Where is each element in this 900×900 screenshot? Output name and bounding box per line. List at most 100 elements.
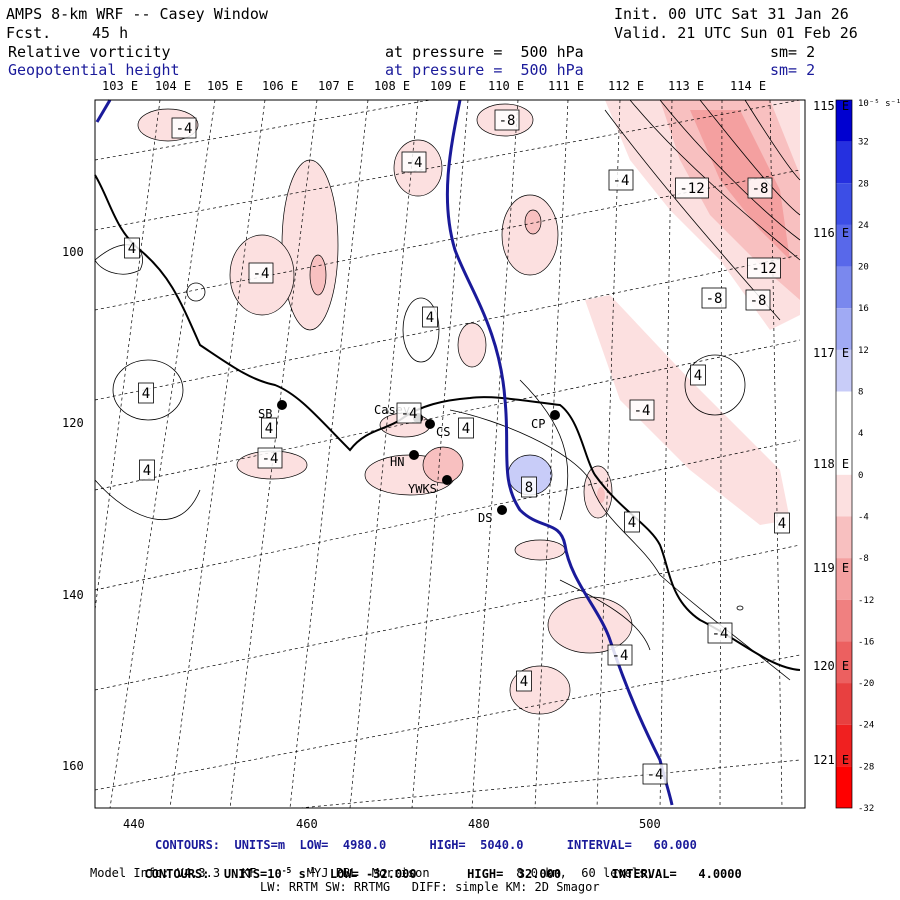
footer-contours2-a: CONTOURS: UNITS=10 xyxy=(144,867,282,881)
plot-frame xyxy=(94,99,806,809)
contour-labels: -4 -8 -4 -4 -12 -8 4 -4 -12 -8 -8 4 4 4 4 4 4 -4 4 -4 8 4 -4 -4… xyxy=(124,109,790,785)
contour-label-box xyxy=(690,364,706,386)
station-label-sb: SB xyxy=(258,407,272,421)
station-marker-ywks xyxy=(442,475,452,485)
colorbar-label: -16 xyxy=(858,637,874,647)
map-title: AMPS 8-km WRF -- Casey Window xyxy=(6,5,268,23)
colorbar-swatch xyxy=(836,308,852,350)
station-label-cs: CS xyxy=(436,425,450,439)
contour-label-box xyxy=(774,512,790,534)
x-tick-label: 440 xyxy=(123,817,145,831)
contour-label-box xyxy=(747,177,773,199)
contour-label: 8 xyxy=(525,480,533,496)
colorbar-label: 4 xyxy=(858,429,863,439)
contour-label-box xyxy=(248,262,274,284)
contour-label: 4 xyxy=(142,386,150,402)
colorbar-unit: 10⁻⁵ s⁻¹ xyxy=(858,99,900,109)
x-tick-label: 480 xyxy=(468,817,490,831)
colorbar-swatch xyxy=(836,183,852,225)
colorbar-swatch xyxy=(836,641,852,684)
station-marker-cp xyxy=(550,410,560,420)
colorbar-label: 0 xyxy=(858,471,863,481)
lon-label-right: 116 E xyxy=(813,226,849,240)
lon-label: 103 E xyxy=(102,79,138,93)
contour-label-box xyxy=(171,117,197,139)
colorbar-swatch xyxy=(836,724,852,767)
lon-label: 108 E xyxy=(374,79,410,93)
contour-label-box xyxy=(642,763,668,785)
contour-label-box xyxy=(608,169,634,191)
colorbar-label: 12 xyxy=(858,346,869,356)
contour-label: -4 xyxy=(612,648,629,664)
station-marker-hn xyxy=(409,450,419,460)
contour-label: 4 xyxy=(462,421,470,437)
lon-label: 110 E xyxy=(488,79,524,93)
contour-label-box xyxy=(458,417,474,439)
colorbar-label: -32 xyxy=(858,804,874,814)
contour-label: 4 xyxy=(520,674,528,690)
contour-label-box xyxy=(607,644,633,666)
contour-label-box xyxy=(521,476,537,498)
geopotential-contour-corner xyxy=(95,99,112,123)
colorbar: 32 28 24 20 16 12 8 4 0 -4 -8 -12 -16 -20 -24 -28 -32 xyxy=(835,99,874,814)
station-label-cp: CP xyxy=(531,417,545,431)
field2-name: Geopotential height xyxy=(8,61,180,79)
contour-label: -4 xyxy=(613,173,630,189)
lon-label: 105 E xyxy=(207,79,243,93)
footer-contours-vorticity: CONTOURS: UNITS=10-5 s-1 LOW= -32.000 HI… xyxy=(130,852,741,881)
field2-smoothing: sm= 2 xyxy=(770,61,816,79)
station-label-hn: HN xyxy=(390,455,404,469)
colorbar-swatch xyxy=(836,474,852,517)
contour-label-box xyxy=(745,289,771,311)
contour-label-box xyxy=(261,417,277,439)
colorbar-label: 8 xyxy=(858,388,863,398)
contour-label: -4 xyxy=(712,626,729,642)
contour-label-box xyxy=(257,447,283,469)
y-tick-label: 120 xyxy=(62,416,84,430)
footer-model-info: Model Info: V4.3.3 KF MYJ PBL Morrison 8… xyxy=(90,866,654,880)
contour-label-box xyxy=(629,399,655,421)
colorbar-swatch xyxy=(836,141,852,184)
forecast-label: Fcst. xyxy=(6,24,52,42)
colorbar-label: -4 xyxy=(858,512,869,522)
field1-name: Relative vorticity xyxy=(8,43,171,61)
contour-label: -8 xyxy=(752,181,769,197)
contour-label-box xyxy=(675,177,709,199)
stations: SB Casey CS CP HN YWKS DS xyxy=(258,400,560,525)
contour-label-box xyxy=(422,306,438,328)
contour-label: 4 xyxy=(265,421,273,437)
x-tick-label: 460 xyxy=(296,817,318,831)
colorbar-swatch xyxy=(836,683,852,725)
contour-label: 4 xyxy=(426,310,434,326)
footer-exp1: -5 xyxy=(281,866,292,875)
lat-lon-grid xyxy=(94,99,801,809)
contour-label: -4 xyxy=(262,451,279,467)
contour-label: 4 xyxy=(143,463,151,479)
lon-label-right: 115 E xyxy=(813,99,849,113)
colorbar-label: 32 xyxy=(858,138,869,148)
colorbar-label: -12 xyxy=(858,596,874,606)
contour-label: -12 xyxy=(751,261,776,277)
contour-label: -8 xyxy=(750,293,767,309)
lon-label: 104 E xyxy=(155,79,191,93)
footer-physics-info: LW: RRTM SW: RRTMG DIFF: simple KM: 2D S… xyxy=(260,880,600,894)
lon-label: 114 E xyxy=(730,79,766,93)
colorbar-label: 16 xyxy=(858,304,869,314)
lon-label: 106 E xyxy=(262,79,298,93)
field2-level: at pressure = 500 hPa xyxy=(385,61,584,79)
valid-time: Valid. 21 UTC Sun 01 Feb 26 xyxy=(614,24,858,42)
contour-label: 4 xyxy=(778,516,786,532)
lon-label: 109 E xyxy=(430,79,466,93)
field1-smoothing: sm= 2 xyxy=(770,43,816,61)
forecast-hours: 45 h xyxy=(92,24,129,42)
colorbar-label: -8 xyxy=(858,554,869,564)
colorbar-label: -28 xyxy=(858,762,874,772)
contour-label-box xyxy=(747,257,781,279)
colorbar-swatch xyxy=(836,516,852,559)
x-tick-label: 500 xyxy=(639,817,661,831)
y-tick-label: 160 xyxy=(62,759,84,773)
lon-label-right: 118 E xyxy=(813,457,849,471)
contour-label-box xyxy=(624,511,640,533)
colorbar-swatch xyxy=(836,599,852,642)
